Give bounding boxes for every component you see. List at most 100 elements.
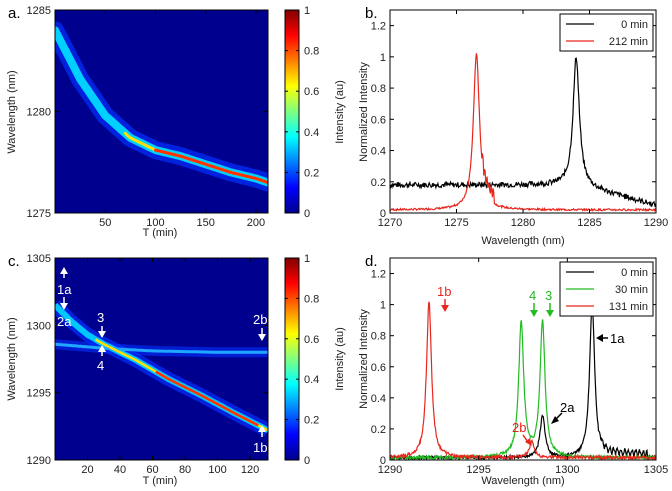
annotation-c-1a: 1a [57, 282, 72, 297]
annotation-c-3: 3 [97, 310, 104, 325]
ytick-label: 0.2 [371, 424, 386, 436]
ytick-label: 0.6 [371, 362, 386, 374]
heatmap-c-ridge-group [55, 300, 268, 437]
colorbar-tick-label: 1 [304, 5, 310, 17]
xtick-label: 1305 [644, 464, 668, 476]
arrowhead-c-4 [98, 345, 106, 352]
legend-d: 0 min 30 min 131 min [559, 261, 654, 317]
colorbar-tick-label: 0.8 [304, 293, 319, 305]
axes-a-ticks: 50 100 150 200 1275 1280 1285 [27, 5, 268, 229]
arrowhead-c-1a [60, 303, 68, 310]
colorbar-c-ticks: 0 0.2 0.4 0.6 0.8 1 [285, 253, 319, 467]
colorbar-a-ticks: 0 0.2 0.4 0.6 0.8 1 [285, 5, 319, 220]
xtick-label: 1290 [378, 464, 402, 476]
axes-a-ylabel: Wavelength (nm) [6, 70, 18, 153]
colorbar-tick-label: 0.2 [304, 167, 319, 179]
xtick-label: 20 [81, 464, 93, 476]
annotation-d-4: 4 [529, 288, 536, 303]
arrowhead-d-1b [441, 305, 449, 312]
annotation-d-1a: 1a [610, 331, 625, 346]
xtick-label: 1285 [577, 217, 601, 229]
colorbar-tick-label: 0.6 [304, 334, 319, 346]
xtick-label: 1290 [644, 217, 668, 229]
arrowhead-c-3 [98, 331, 106, 338]
xtick-label: 100 [146, 217, 164, 229]
legend-b: 0 min 212 min [559, 13, 654, 52]
arrowhead-d-4 [530, 310, 538, 317]
ytick-label: 1285 [27, 5, 51, 17]
colorbar-tick-label: 1 [304, 253, 310, 265]
arrowhead-c-2a [60, 267, 68, 274]
series-d-131min [390, 301, 656, 460]
ytick-label: 1.2 [371, 269, 386, 281]
ytick-label: 1.2 [371, 21, 386, 33]
legend-d-entry-2: 131 min [609, 301, 648, 313]
axes-b-ticks: 1270 1275 1280 1285 1290 0 0.2 0.4 0.6 0.8 1 1.2 [371, 10, 668, 229]
panel-b-label: b. [365, 5, 378, 22]
annotation-c-1b: 1b [253, 440, 267, 455]
heatmap-c-background [55, 258, 268, 460]
legend-d-entry-0: 0 min [621, 267, 648, 279]
annotation-d-2a: 2a [560, 400, 575, 415]
heatmap-c-annotations: 1a 2a 3 4 2b 1b [57, 267, 267, 455]
axes-c-frame [54, 257, 269, 461]
annotation-c-2a: 2a [57, 314, 72, 329]
ytick-label: 1300 [27, 320, 51, 332]
axes-c-ylabel: Wavelength (nm) [6, 317, 18, 400]
panel-d-label: d. [365, 253, 378, 270]
annotation-d-1b: 1b [437, 284, 451, 299]
xtick-label: 1275 [444, 217, 468, 229]
colorbar-c [284, 257, 300, 461]
heatmap-a-ridge-hot [154, 148, 268, 185]
xtick-label: 150 [197, 217, 215, 229]
xtick-label: 50 [99, 217, 111, 229]
annotation-c-4: 4 [97, 358, 104, 373]
series-b-0min [390, 57, 656, 208]
colorbar-tick-label: 0.6 [304, 86, 319, 98]
colorbar-tick-label: 0.4 [304, 127, 319, 139]
ytick-label: 0.8 [371, 83, 386, 95]
arrowhead-d-1a [596, 334, 603, 342]
ytick-label: 1 [380, 300, 386, 312]
xtick-label: 40 [114, 464, 126, 476]
ytick-label: 1290 [27, 455, 51, 467]
legend-b-entry-0: 0 min [621, 19, 648, 31]
colorbar-tick-label: 0 [304, 455, 310, 467]
arrowhead-d-3 [546, 310, 554, 317]
colorbar-tick-label: 0.2 [304, 415, 319, 427]
colorbar-tick-label: 0.4 [304, 374, 319, 386]
annotation-d-3: 3 [545, 288, 552, 303]
legend-d-entry-1: 30 min [615, 284, 648, 296]
colorbar-a [284, 9, 300, 214]
xtick-label: 1270 [378, 217, 402, 229]
xtick-label: 1295 [466, 464, 490, 476]
colorbar-c-label: Intensity (au) [334, 327, 346, 391]
xtick-label: 80 [179, 464, 191, 476]
axes-c-xlabel: T (min) [143, 475, 178, 487]
ytick-label: 1305 [27, 253, 51, 265]
ytick-label: 1 [380, 52, 386, 64]
ytick-label: 0 [380, 455, 386, 467]
ytick-label: 1275 [27, 208, 51, 220]
colorbar-tick-label: 0 [304, 208, 310, 220]
heatmap-a-ridge-group [55, 21, 268, 192]
axes-d-xlabel: Wavelength (nm) [481, 475, 564, 487]
axes-b-ylabel: Normalized Intensity [358, 62, 370, 162]
ytick-label: 0.4 [371, 146, 386, 158]
arrowhead-d-2b [525, 438, 532, 446]
axes-c-ticks: 20 40 60 80 100 120 1290 1295 1300 1305 [27, 253, 268, 476]
axes-d-frame [389, 257, 657, 461]
xtick-label: 1300 [555, 464, 579, 476]
xtick-label: 60 [146, 464, 158, 476]
colorbar-a-label: Intensity (au) [334, 80, 346, 144]
colorbar-tick-label: 0.8 [304, 46, 319, 58]
ytick-label: 0.8 [371, 331, 386, 343]
arrowhead-c-2b [258, 334, 266, 341]
arrowhead-d-2a [551, 416, 559, 424]
panel-a-label: a. [8, 5, 21, 22]
panel-c-label: c. [8, 253, 20, 270]
annotation-c-2b: 2b [253, 312, 267, 327]
arrowhead-c-1b [258, 425, 266, 432]
ytick-label: 0.4 [371, 393, 386, 405]
